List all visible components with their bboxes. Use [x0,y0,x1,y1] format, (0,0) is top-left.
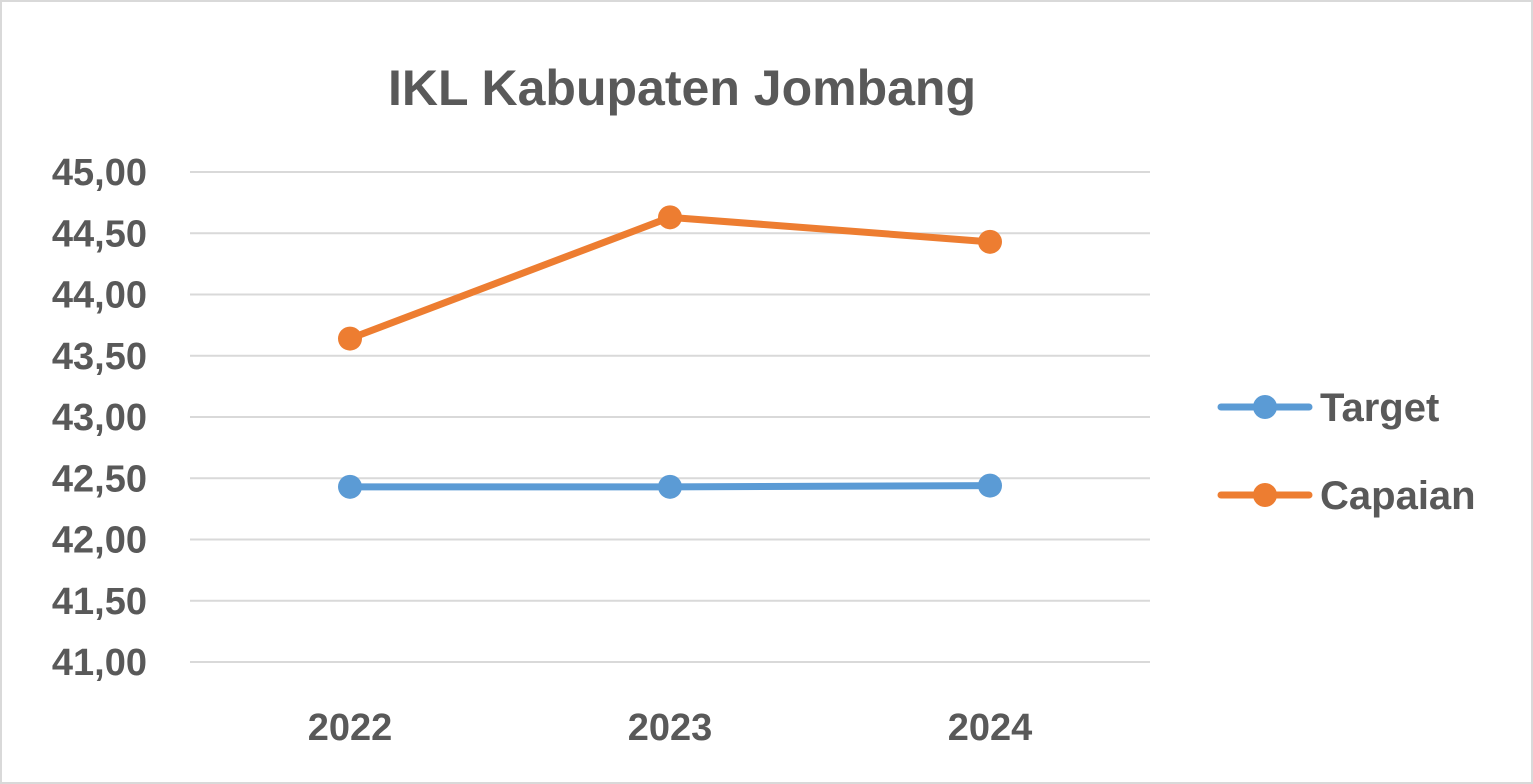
series-target [338,473,1002,499]
data-point [338,474,362,499]
data-point [978,229,1002,254]
y-axis-tick-labels: 41,00 41,50 42,00 42,50 43,00 43,50 44,00 44,50… [52,152,147,684]
legend-item-target: Target [1217,386,1439,430]
series-capaian [338,205,1002,351]
legend-item-capaian: Capaian [1217,474,1476,518]
data-point [978,473,1002,498]
series-layer [338,205,1002,499]
y-tick-label: 43,00 [52,397,147,439]
legend-label: Capaian [1320,474,1476,518]
legend-label: Target [1320,386,1439,430]
y-tick-label: 45,00 [52,152,147,194]
data-point [338,326,362,351]
legend: Target Capaian [1217,386,1476,518]
y-tick-label: 42,50 [52,458,147,500]
x-tick-label: 2023 [628,707,713,749]
y-tick-label: 43,50 [52,336,147,378]
legend-marker-icon [1253,483,1277,507]
x-tick-label: 2022 [308,707,393,749]
gridlines [190,171,1150,663]
y-tick-label: 42,00 [52,520,147,562]
data-point [658,474,682,499]
y-tick-label: 41,50 [52,581,147,623]
x-axis-tick-labels: 2022 2023 2024 [308,707,1033,749]
series-line [346,213,994,343]
x-tick-label: 2024 [948,707,1033,749]
legend-marker-icon [1253,395,1277,419]
y-tick-label: 41,00 [52,642,147,684]
chart-title: IKL Kabupaten Jombang [388,60,976,116]
data-point [658,205,682,230]
y-tick-label: 44,50 [52,213,147,255]
y-tick-label: 44,00 [52,275,147,317]
